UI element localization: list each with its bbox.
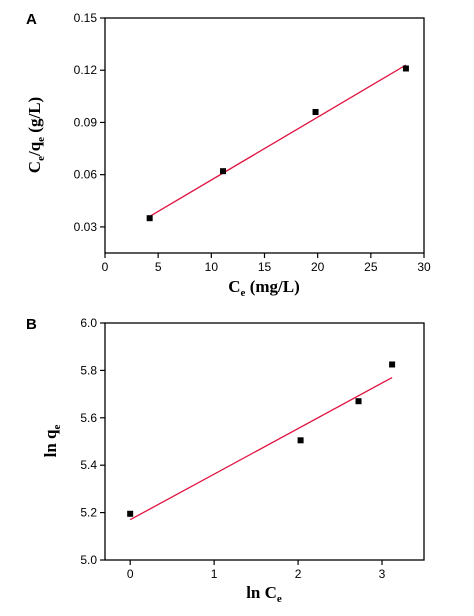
y-tick-label: 0.06 (74, 168, 98, 182)
panel-label: B (26, 316, 37, 333)
data-point (355, 398, 362, 405)
x-tick-label: 25 (364, 260, 378, 274)
x-axis-label: Ce (mg/L) (228, 277, 299, 299)
x-axis-label-sub: e (277, 593, 282, 605)
y-axis-label-part: (g/L) (25, 97, 44, 137)
y-axis-label: ln qe (41, 425, 63, 458)
fit-line (149, 64, 407, 218)
data-point (127, 510, 134, 517)
y-axis-label-part: ln q (41, 429, 60, 457)
data-point (297, 437, 304, 444)
x-axis-label-main: ln C (246, 583, 277, 602)
y-tick-label: 5.8 (80, 363, 97, 377)
y-axis-label-sub: e (51, 425, 63, 430)
y-axis-label-part: C (25, 161, 44, 173)
chart-panel-a: A 0 5 10 15 20 25 30 0.03 0.06 0.09 0.12 0.15 Ce (mg/… (25, 11, 431, 299)
y-tick-label: 5.4 (80, 458, 97, 472)
fit-line (129, 376, 393, 521)
x-tick-label: 0 (127, 567, 134, 581)
x-tick-label: 5 (155, 260, 162, 274)
x-tick-label: 15 (258, 260, 272, 274)
x-tick-label: 10 (205, 260, 219, 274)
x-tick-label: 0 (102, 260, 109, 274)
y-axis-label: Ce/qe (g/L) (25, 97, 47, 173)
y-tick-label: 0.15 (74, 11, 98, 25)
data-point (402, 65, 409, 72)
x-axis-label-rest: (mg/L) (245, 277, 299, 296)
y-tick-label: 5.2 (80, 506, 97, 520)
y-axis-label-sub: e (35, 156, 47, 161)
y-tick-label: 5.6 (80, 411, 97, 425)
x-tick-label: 30 (417, 260, 431, 274)
y-axis-label-part: /q (25, 141, 44, 157)
y-axis-label-sub: e (35, 137, 47, 142)
data-point (220, 168, 227, 175)
data-point (146, 215, 153, 222)
x-axis-label: ln Ce (246, 583, 282, 605)
x-tick-label: 20 (311, 260, 325, 274)
y-tick-label: 6.0 (80, 316, 97, 330)
y-tick-label: 0.12 (74, 63, 98, 77)
x-tick-label: 3 (379, 567, 386, 581)
x-tick-label: 1 (211, 567, 218, 581)
plot-frame (104, 17, 425, 254)
x-tick-label: 2 (295, 567, 302, 581)
y-tick-label: 0.09 (74, 115, 98, 129)
plot-frame (104, 322, 425, 561)
panel-label: A (26, 11, 37, 28)
data-point (389, 361, 396, 368)
x-axis-label-sub: e (241, 287, 246, 299)
y-tick-label: 5.0 (80, 553, 97, 567)
y-tick-label: 0.03 (74, 220, 98, 234)
data-point (312, 109, 319, 115)
x-axis-label-main: C (228, 277, 240, 296)
